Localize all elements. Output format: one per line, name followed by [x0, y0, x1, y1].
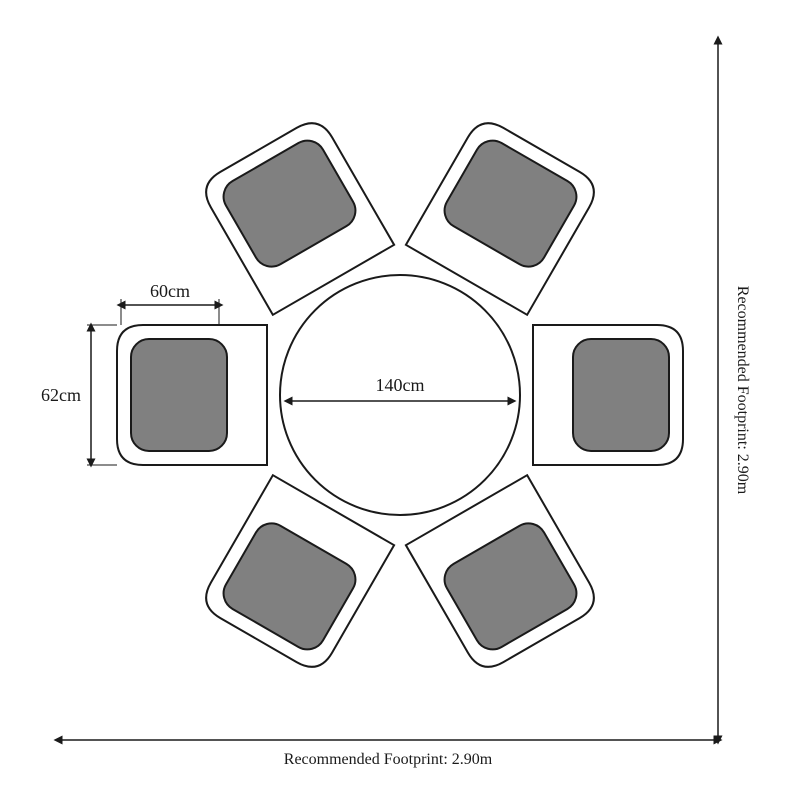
chair [117, 325, 267, 465]
footprint-vertical-label: Recommended Footprint: 2.90m [734, 286, 751, 495]
table [280, 275, 520, 515]
table-diameter-label: 140cm [376, 375, 425, 395]
chair [533, 325, 683, 465]
chair-height-label: 62cm [41, 385, 81, 405]
chair-width-label: 60cm [150, 281, 190, 301]
footprint-horizontal-label: Recommended Footprint: 2.90m [284, 751, 493, 768]
furniture-footprint-diagram: 140cm 60cm 62cm Recommended Footprint: 2.90… [0, 0, 800, 800]
